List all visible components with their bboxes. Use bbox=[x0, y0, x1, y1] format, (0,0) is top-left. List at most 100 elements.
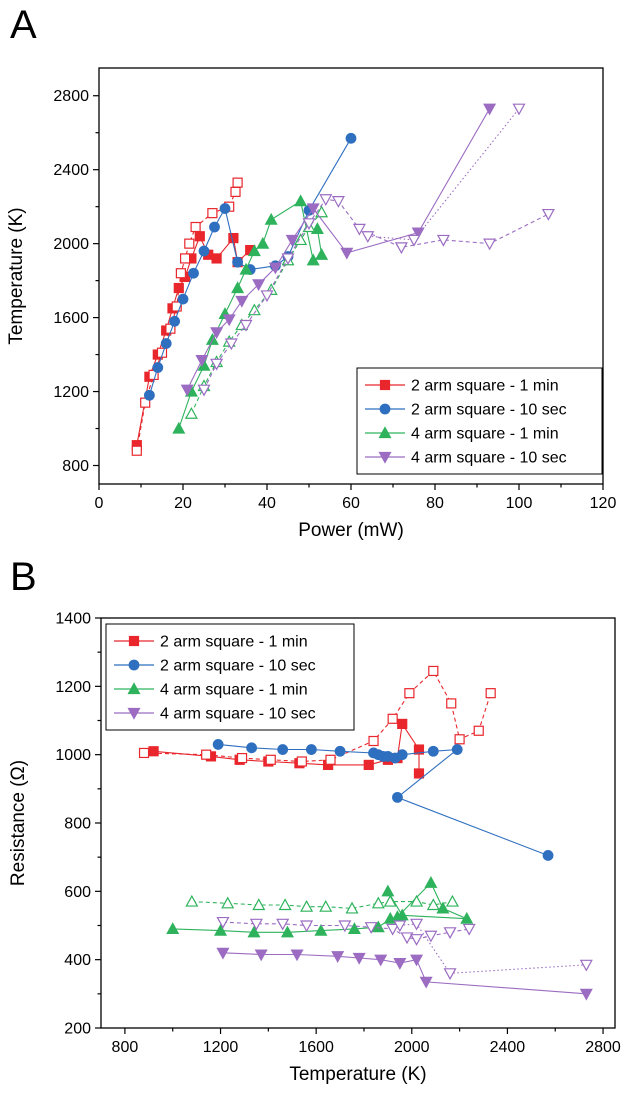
data-point bbox=[315, 205, 329, 218]
data-point bbox=[462, 923, 476, 936]
data-point bbox=[302, 218, 316, 231]
data-point bbox=[252, 898, 266, 911]
legend-marker bbox=[378, 451, 392, 464]
legend-label: 2 arm square - 1 min bbox=[160, 634, 308, 651]
data-point bbox=[396, 749, 408, 761]
series-4 bbox=[185, 894, 459, 914]
data-point bbox=[198, 245, 210, 257]
data-point bbox=[294, 194, 308, 207]
panel-label: A bbox=[10, 3, 37, 47]
panel-b-resistance-vs-temperature: B 800 1200 1600 2000 2400 2800 200 400 600 800 1000… bbox=[8, 555, 621, 1085]
data-point bbox=[228, 232, 239, 244]
series-6 bbox=[216, 916, 476, 946]
data-point bbox=[224, 338, 238, 351]
data-point bbox=[411, 227, 425, 240]
data-point bbox=[331, 196, 345, 208]
y-tick-label: 2800 bbox=[53, 88, 89, 105]
data-point bbox=[268, 262, 282, 275]
x-tick-label: 120 bbox=[590, 495, 617, 512]
data-point bbox=[424, 876, 438, 888]
data-point bbox=[152, 362, 164, 373]
data-point bbox=[276, 918, 290, 931]
data-point bbox=[156, 347, 168, 358]
data-point bbox=[393, 920, 407, 933]
data-point bbox=[212, 739, 224, 750]
legend-label: 2 arm square - 1 min bbox=[411, 378, 559, 395]
data-point bbox=[175, 268, 186, 279]
data-point bbox=[340, 247, 354, 260]
series-line bbox=[172, 881, 468, 933]
legend-box bbox=[356, 367, 603, 475]
data-point bbox=[201, 749, 212, 760]
data-point bbox=[305, 744, 317, 755]
legend-marker bbox=[127, 707, 141, 720]
series-5 bbox=[216, 947, 593, 1001]
data-point bbox=[426, 898, 440, 911]
legend-box bbox=[105, 623, 355, 731]
data-point bbox=[177, 293, 189, 305]
data-point bbox=[424, 930, 438, 943]
y-tick-label: 1200 bbox=[55, 679, 91, 696]
data-point bbox=[319, 194, 333, 207]
data-point bbox=[210, 358, 224, 371]
y-tick-label: 1600 bbox=[53, 310, 89, 327]
data-point bbox=[247, 925, 261, 938]
data-point bbox=[512, 103, 526, 116]
data-point bbox=[231, 281, 245, 294]
data-point bbox=[281, 253, 295, 266]
data-point bbox=[363, 759, 374, 771]
x-tick-label: 20 bbox=[174, 495, 192, 512]
y-tick-label: 1400 bbox=[55, 611, 91, 628]
legend-marker bbox=[128, 659, 140, 671]
data-point bbox=[454, 734, 465, 745]
series-2 bbox=[143, 132, 357, 401]
x-tick-label: 60 bbox=[342, 495, 360, 512]
data-point bbox=[485, 688, 496, 699]
data-point bbox=[436, 901, 450, 914]
data-point bbox=[334, 745, 346, 757]
data-point bbox=[280, 925, 294, 938]
x-tick-label: 2000 bbox=[394, 1039, 430, 1056]
data-point bbox=[410, 934, 424, 946]
data-point bbox=[407, 234, 421, 247]
data-point bbox=[364, 922, 378, 934]
series-line bbox=[143, 670, 492, 763]
series-line bbox=[367, 108, 520, 241]
data-point bbox=[219, 203, 231, 214]
data-point bbox=[361, 231, 375, 243]
legend-label: 4 arm square - 10 sec bbox=[160, 706, 316, 723]
data-point bbox=[184, 406, 198, 419]
y-tick-label: 2000 bbox=[53, 236, 89, 253]
data-point bbox=[172, 421, 186, 434]
data-point bbox=[216, 916, 230, 929]
legend-label: 4 arm square - 10 sec bbox=[411, 450, 567, 467]
data-point bbox=[383, 894, 397, 907]
series-7 bbox=[361, 103, 526, 247]
data-point bbox=[331, 951, 345, 963]
data-point bbox=[232, 177, 243, 188]
series-3 bbox=[172, 194, 329, 434]
data-point bbox=[410, 894, 424, 907]
series-line bbox=[399, 923, 587, 974]
data-point bbox=[209, 221, 220, 233]
data-point bbox=[446, 698, 457, 709]
legend-label: 4 arm square - 1 min bbox=[411, 426, 559, 443]
data-point bbox=[404, 688, 415, 699]
data-point bbox=[483, 238, 497, 251]
y-tick-label: 600 bbox=[64, 884, 91, 901]
x-tick-label: 1200 bbox=[203, 1039, 239, 1056]
data-point bbox=[436, 234, 450, 247]
data-point bbox=[138, 747, 150, 759]
data-point bbox=[264, 212, 278, 225]
x-tick-label: 100 bbox=[506, 495, 533, 512]
data-point bbox=[542, 850, 554, 861]
data-point bbox=[148, 746, 159, 757]
legend-marker bbox=[379, 379, 391, 391]
data-point bbox=[352, 223, 366, 236]
y-tick-label: 800 bbox=[64, 816, 91, 833]
data-point bbox=[190, 221, 201, 233]
legend-label: 2 arm square - 10 sec bbox=[411, 402, 567, 419]
data-point bbox=[319, 899, 333, 912]
data-point bbox=[278, 898, 292, 911]
